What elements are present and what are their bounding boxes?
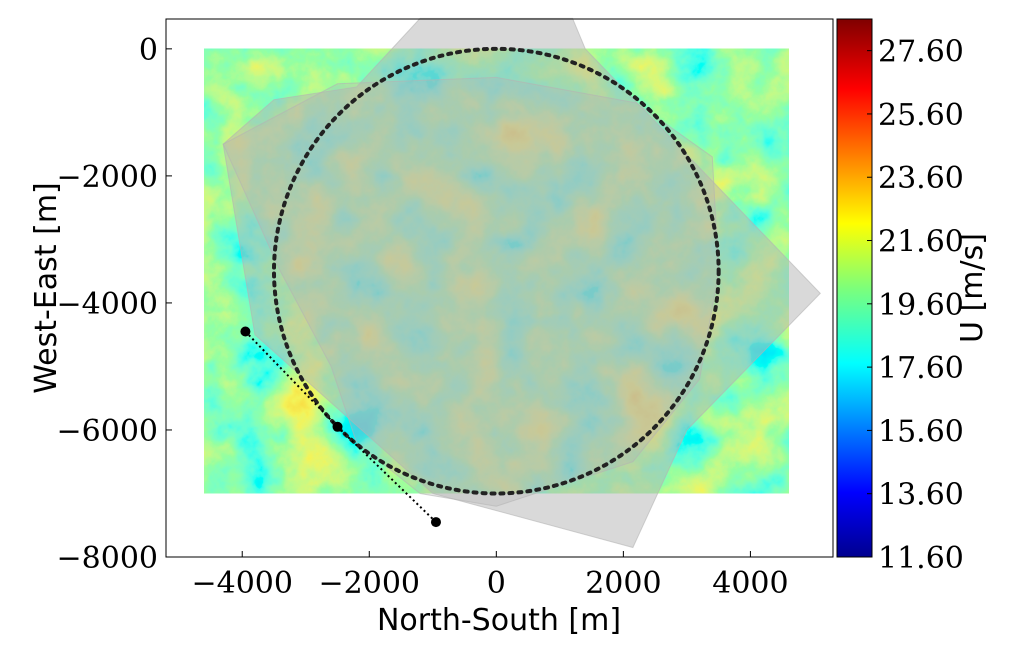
colorbar-tick-label: 23.60 xyxy=(878,161,964,196)
colorbar-ticks: 11.60 13.60 15.60 17.60 19.60 21.60 23.60 25.60… xyxy=(867,35,964,576)
y-tick-label: 0 xyxy=(139,33,158,68)
path-marker xyxy=(430,517,441,528)
colorbar-tick-label: 11.60 xyxy=(878,541,964,576)
colorbar-tick-label: 27.60 xyxy=(878,35,964,70)
y-tick-label: −2000 xyxy=(57,160,158,195)
path-marker xyxy=(240,326,251,337)
axes-frame xyxy=(165,18,834,558)
colorbar-tick-label: 17.60 xyxy=(878,351,964,386)
y-tick-label: −4000 xyxy=(57,287,158,322)
colorbar-tick-label: 13.60 xyxy=(878,478,964,513)
shaded-sector xyxy=(222,76,720,507)
domain-circle xyxy=(271,46,721,496)
path-segment xyxy=(244,330,339,428)
x-axis-ticks: −4000 −2000 0 2000 4000 xyxy=(191,551,789,601)
x-tick-label: 4000 xyxy=(712,566,788,601)
colorbar-tick-label: 25.60 xyxy=(878,98,964,133)
y-axis-label: West-East [m] xyxy=(29,182,64,393)
x-axis-label: North-South [m] xyxy=(377,603,621,638)
colorbar-tick-label: 19.60 xyxy=(878,288,964,323)
colorbar-label: U [m/s] xyxy=(955,233,990,343)
shaded-sectors xyxy=(222,17,821,549)
x-tick-label: −2000 xyxy=(319,566,420,601)
x-tick-label: −4000 xyxy=(191,566,292,601)
measurement-path xyxy=(240,326,441,528)
x-tick-label: 0 xyxy=(487,566,506,601)
colorbar-tick-label: 21.60 xyxy=(878,225,964,260)
y-axis-ticks: 0 −2000 −4000 −6000 −8000 xyxy=(57,33,172,576)
x-tick-label: 2000 xyxy=(585,566,661,601)
path-marker xyxy=(332,421,343,432)
colorbar xyxy=(836,18,873,558)
y-tick-label: −8000 xyxy=(57,541,158,576)
y-tick-label: −6000 xyxy=(57,414,158,449)
colorbar-tick-label: 15.60 xyxy=(878,414,964,449)
